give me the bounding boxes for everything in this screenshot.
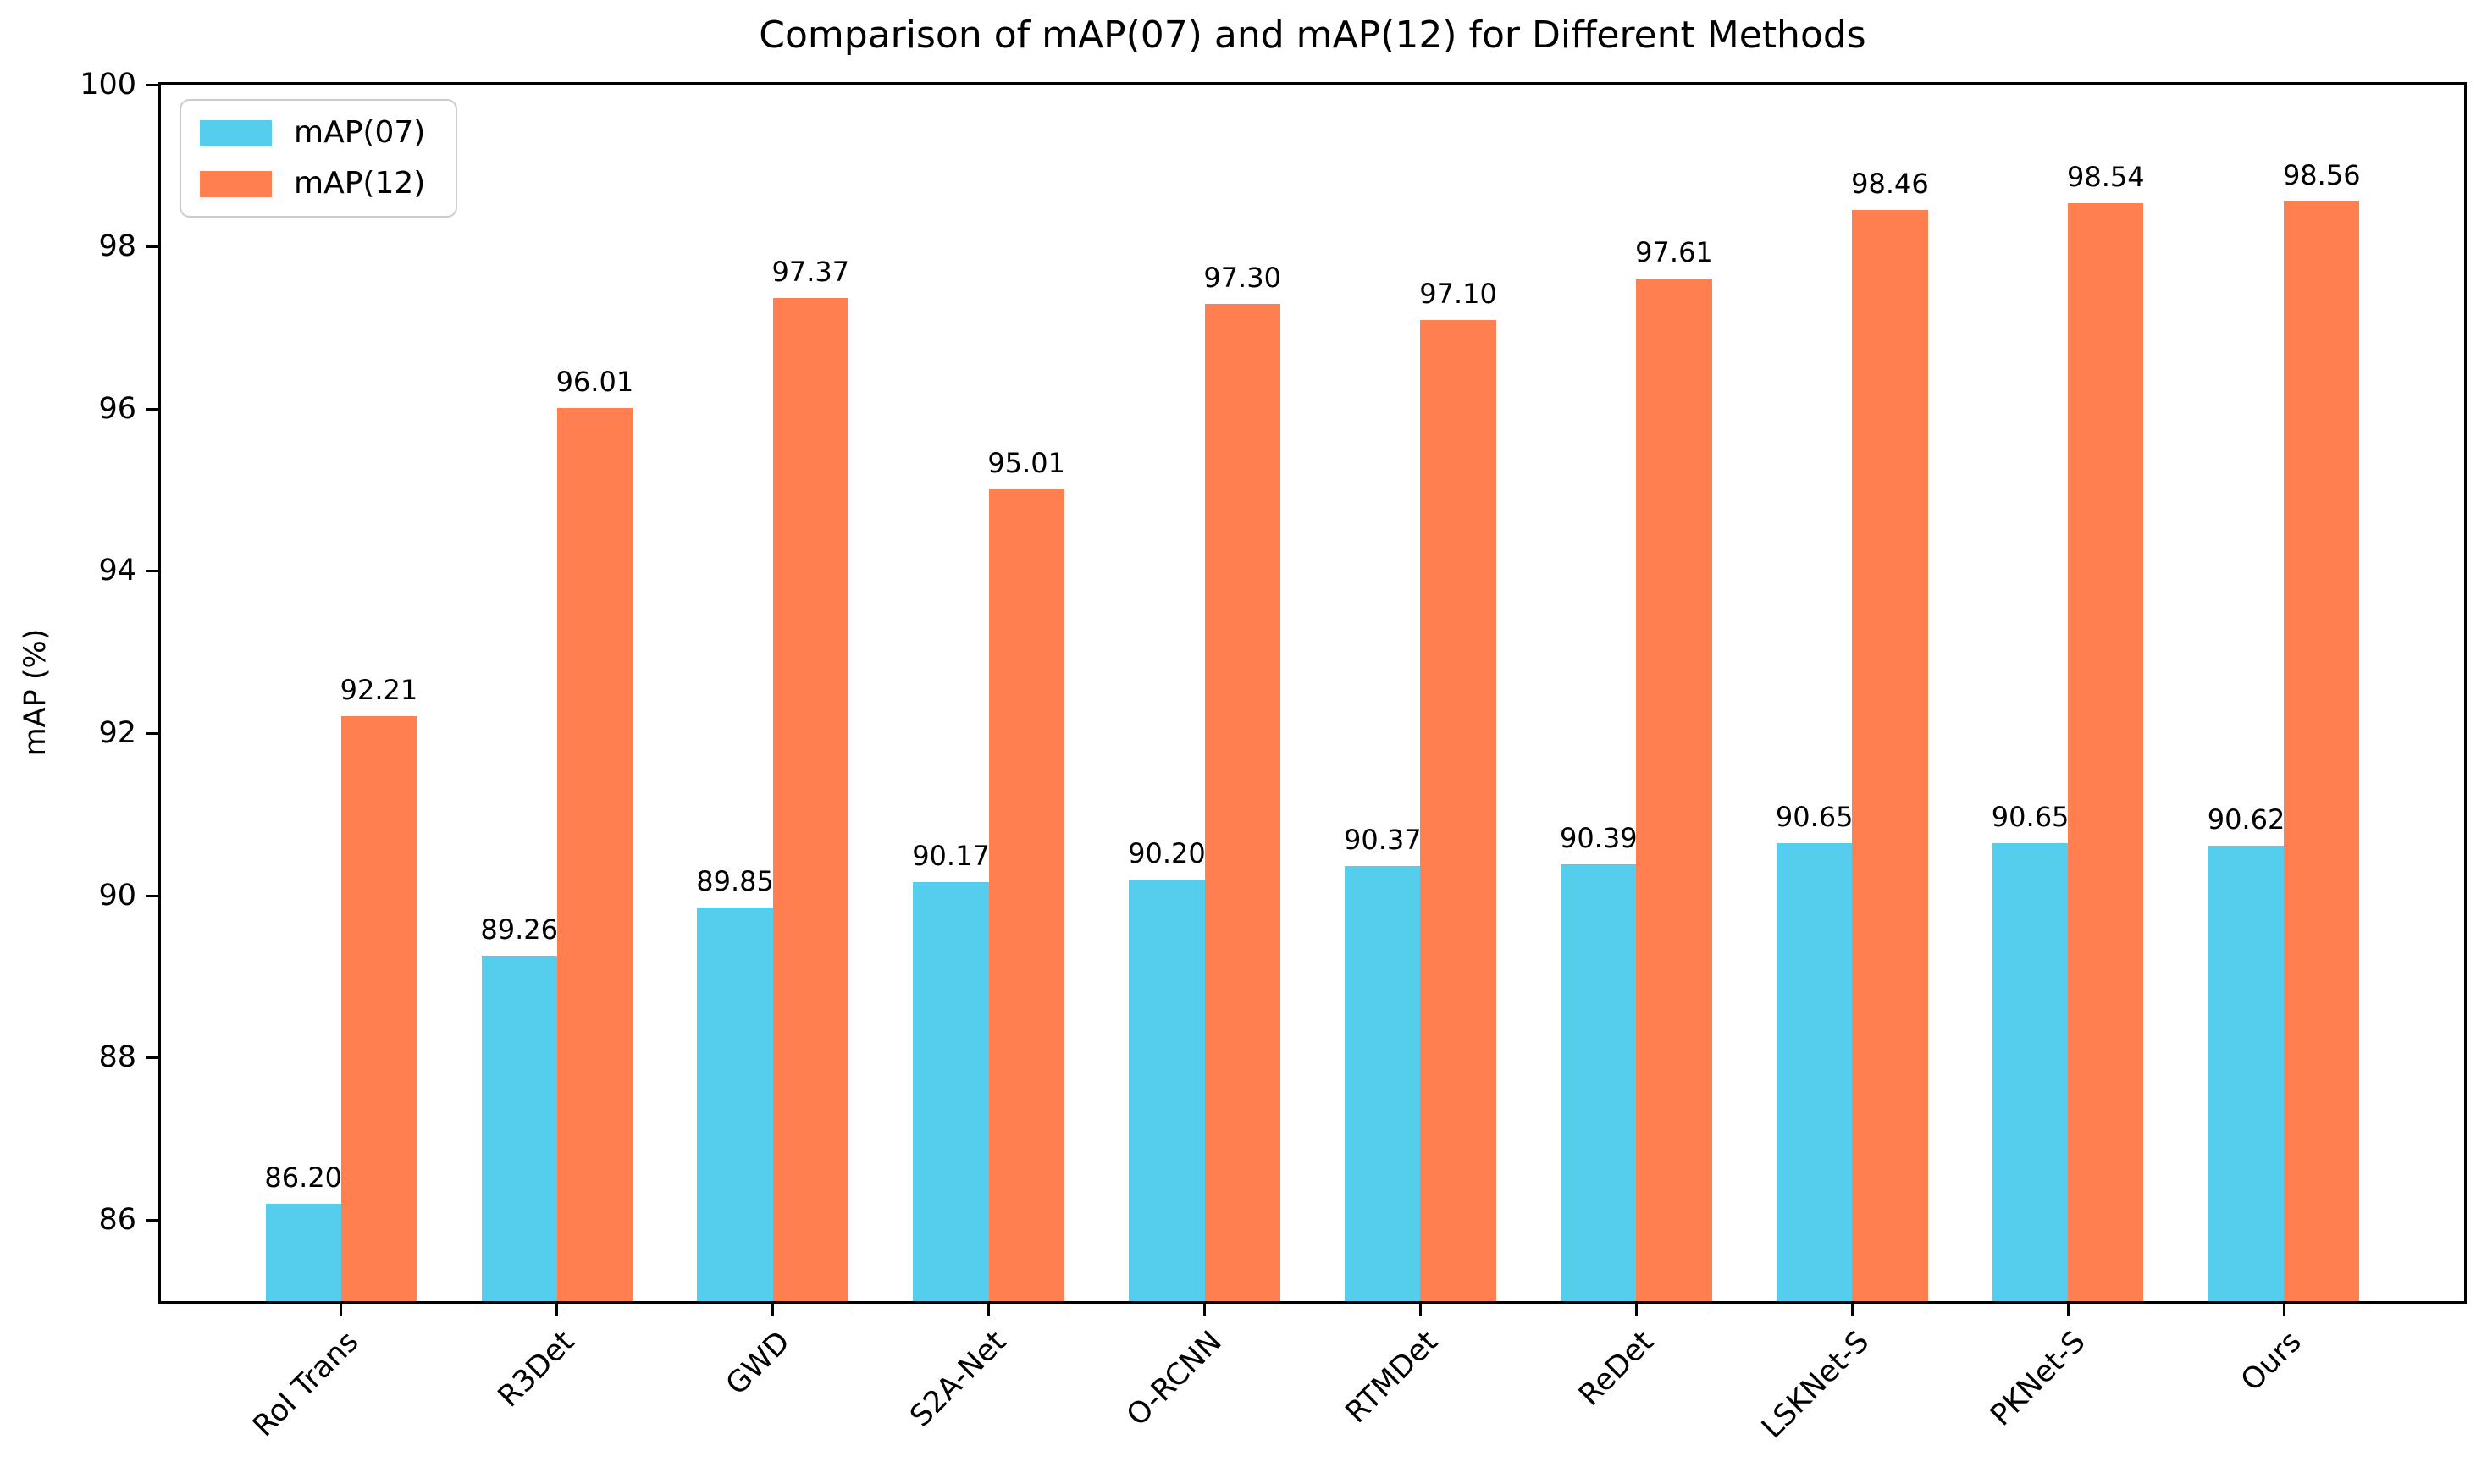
x-tick-label-pknet-s: PKNet-S <box>1983 1325 2092 1433</box>
bar-map-12-rtmdet <box>1420 319 1496 1301</box>
bar-map-12-lsknet-s <box>1852 209 1928 1301</box>
x-tick-mark-roi-trans <box>340 1301 343 1316</box>
bar-value-map-07-rtmdet: 90.37 <box>1344 823 1422 856</box>
x-tick-label-ours: Ours <box>2234 1325 2308 1398</box>
y-tick-mark-90 <box>146 894 161 897</box>
bar-value-map-12-s2a-net: 95.01 <box>987 447 1066 480</box>
y-tick-mark-86 <box>146 1218 161 1222</box>
bar-map-07-roi-trans <box>265 1204 341 1301</box>
bar-value-map-12-gwd: 97.37 <box>771 255 850 288</box>
bar-map-07-ours <box>2208 845 2285 1301</box>
bar-value-map-07-roi-trans: 86.20 <box>264 1161 343 1194</box>
bar-map-07-gwd <box>697 908 773 1301</box>
x-tick-mark-lsknet-s <box>1850 1301 1854 1316</box>
legend-patch-map12 <box>200 170 272 197</box>
bar-map-12-redet <box>1636 278 1712 1301</box>
y-tick-label-88: 88 <box>98 1040 136 1075</box>
y-tick-label-90: 90 <box>98 878 136 913</box>
bar-value-map-12-redet: 97.61 <box>1635 235 1713 268</box>
x-tick-label-o-rcnn: O-RCNN <box>1120 1325 1229 1433</box>
bar-map-12-r3det <box>556 408 633 1301</box>
bar-value-map-12-pknet-s: 98.54 <box>2067 160 2145 193</box>
x-tick-mark-pknet-s <box>2066 1301 2070 1316</box>
legend: mAP(07) mAP(12) <box>180 99 458 218</box>
x-tick-label-lsknet-s: LSKNet-S <box>1755 1325 1876 1446</box>
x-tick-mark-gwd <box>771 1301 775 1316</box>
y-tick-mark-94 <box>146 570 161 573</box>
legend-label-map07: mAP(07) <box>294 115 426 150</box>
legend-item-map07: mAP(07) <box>200 116 425 150</box>
legend-item-map12: mAP(12) <box>200 167 425 201</box>
y-tick-mark-100 <box>146 83 161 86</box>
bar-map-07-redet <box>1561 863 1637 1301</box>
bar-map-12-o-rcnn <box>1204 303 1280 1301</box>
y-tick-label-92: 92 <box>98 715 136 750</box>
y-tick-label-96: 96 <box>98 391 136 426</box>
x-tick-label-rtmdet: RTMDet <box>1339 1325 1445 1431</box>
chart-title: Comparison of mAP(07) and mAP(12) for Di… <box>759 14 1866 57</box>
x-tick-mark-rtmdet <box>1418 1301 1422 1316</box>
x-tick-mark-o-rcnn <box>1203 1301 1207 1316</box>
bar-map-07-rtmdet <box>1345 865 1421 1301</box>
y-tick-mark-98 <box>146 245 161 249</box>
bar-map-07-pknet-s <box>1992 842 2069 1301</box>
bar-value-map-12-roi-trans: 92.21 <box>340 674 418 707</box>
bar-value-map-07-redet: 90.39 <box>1559 821 1638 854</box>
bar-map-12-ours <box>2284 201 2360 1301</box>
bar-value-map-12-rtmdet: 97.10 <box>1419 277 1497 310</box>
x-tick-label-s2a-net: S2A-Net <box>904 1325 1013 1434</box>
bar-map-12-gwd <box>772 297 848 1301</box>
y-tick-label-94: 94 <box>98 554 136 588</box>
bar-map-07-lsknet-s <box>1777 842 1853 1301</box>
x-tick-mark-ours <box>2282 1301 2285 1316</box>
bar-map-12-pknet-s <box>2068 202 2144 1301</box>
x-tick-label-redet: ReDet <box>1572 1325 1661 1413</box>
bar-map-07-o-rcnn <box>1129 879 1205 1301</box>
x-tick-label-gwd: GWD <box>719 1325 797 1402</box>
bar-value-map-12-o-rcnn: 97.30 <box>1203 261 1281 294</box>
y-tick-mark-88 <box>146 1056 161 1060</box>
bar-value-map-07-s2a-net: 90.17 <box>912 839 990 872</box>
legend-patch-map07 <box>200 119 272 146</box>
x-tick-label-roi-trans: RoI Trans <box>246 1325 366 1444</box>
bar-map-12-roi-trans <box>340 716 417 1301</box>
x-tick-mark-r3det <box>555 1301 559 1316</box>
x-tick-mark-s2a-net <box>987 1301 991 1316</box>
legend-label-map12: mAP(12) <box>294 166 426 201</box>
bar-value-map-07-gwd: 89.85 <box>696 865 774 898</box>
x-tick-label-r3det: R3Det <box>491 1325 582 1415</box>
bar-value-map-07-ours: 90.62 <box>2207 803 2285 836</box>
y-tick-label-86: 86 <box>98 1202 136 1237</box>
y-tick-mark-92 <box>146 731 161 735</box>
bar-map-12-s2a-net <box>988 489 1064 1301</box>
bar-value-map-12-r3det: 96.01 <box>555 366 634 399</box>
y-tick-mark-96 <box>146 407 161 411</box>
x-tick-mark-redet <box>1634 1301 1638 1316</box>
bar-value-map-07-o-rcnn: 90.20 <box>1128 836 1206 869</box>
bar-value-map-07-r3det: 89.26 <box>480 913 558 946</box>
bar-map-07-s2a-net <box>913 881 989 1301</box>
bar-value-map-07-pknet-s: 90.65 <box>1991 800 2070 833</box>
bar-map-07-r3det <box>481 955 557 1301</box>
plot-area: mAP(07) mAP(12) 86.20 89.26 89.85 90.17 90.2… <box>158 82 2467 1304</box>
y-tick-label-100: 100 <box>80 67 136 102</box>
bar-value-map-07-lsknet-s: 90.65 <box>1775 800 1854 833</box>
bar-value-map-12-ours: 98.56 <box>2282 158 2361 191</box>
bar-value-map-12-lsknet-s: 98.46 <box>1851 167 1929 200</box>
y-tick-label-98: 98 <box>98 229 136 264</box>
